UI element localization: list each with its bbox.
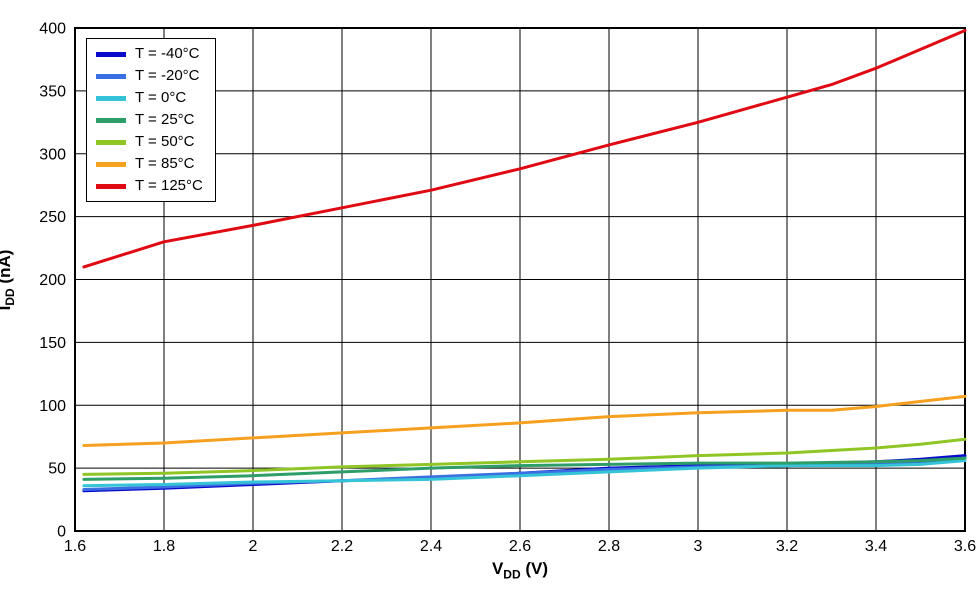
y-axis-label-subscript: DD bbox=[3, 288, 18, 306]
legend-label: T = 85°C bbox=[135, 155, 195, 172]
legend-line-swatch bbox=[96, 51, 126, 57]
legend-item-t-85: T = 85°C bbox=[96, 156, 203, 172]
x-tick-label: 3.4 bbox=[865, 538, 887, 555]
y-tick-label: 200 bbox=[39, 272, 66, 289]
legend-item-t-minus-40: T = -40°C bbox=[96, 46, 203, 62]
series-line-t-50 bbox=[82, 437, 967, 476]
legend-item-t-125: T = 125°C bbox=[96, 178, 203, 194]
series-line-t-125 bbox=[82, 29, 967, 269]
y-tick-label: 50 bbox=[48, 461, 66, 478]
y-tick-label: 150 bbox=[39, 335, 66, 352]
legend-label: T = -20°C bbox=[135, 67, 200, 84]
y-tick-label: 350 bbox=[39, 83, 66, 100]
legend-line-swatch bbox=[96, 73, 126, 79]
legend-label: T = 0°C bbox=[135, 89, 187, 106]
y-tick-label: 0 bbox=[57, 524, 66, 541]
x-tick-label: 1.8 bbox=[153, 538, 175, 555]
y-axis-label-symbol: I bbox=[0, 306, 14, 311]
x-tick-label: 3.6 bbox=[954, 538, 976, 555]
x-tick-label: 2.8 bbox=[598, 538, 620, 555]
legend-item-t-0: T = 0°C bbox=[96, 90, 203, 106]
series-line-t-85 bbox=[82, 394, 967, 447]
legend-label: T = 50°C bbox=[135, 133, 195, 150]
legend-line-swatch bbox=[96, 161, 126, 167]
x-tick-label: 2.4 bbox=[420, 538, 442, 555]
legend-label: T = -40°C bbox=[135, 45, 200, 62]
legend-label: T = 25°C bbox=[135, 111, 195, 128]
x-axis-label: VDD (V) bbox=[492, 559, 548, 581]
x-tick-label: 3.2 bbox=[776, 538, 798, 555]
y-tick-label: 300 bbox=[39, 146, 66, 163]
legend: T = -40°C T = -20°C T = 0°C T = 25°C T = 50°… bbox=[86, 38, 216, 202]
x-axis-label-unit: (V) bbox=[520, 559, 549, 578]
legend-item-t-minus-20: T = -20°C bbox=[96, 68, 203, 84]
x-axis-label-symbol: V bbox=[491, 559, 504, 578]
series-line-t-0 bbox=[82, 459, 967, 488]
x-tick-label: 2.2 bbox=[331, 538, 353, 555]
legend-line-swatch bbox=[96, 183, 126, 189]
x-tick-label: 2.6 bbox=[509, 538, 531, 555]
x-tick-label: 3 bbox=[694, 538, 703, 555]
legend-line-swatch bbox=[96, 117, 126, 123]
y-tick-label: 100 bbox=[39, 398, 66, 415]
y-tick-label: 250 bbox=[39, 209, 66, 226]
x-tick-label: 1.6 bbox=[64, 538, 86, 555]
y-axis-label-unit: (nA) bbox=[0, 249, 14, 284]
y-tick-label: 400 bbox=[39, 21, 66, 38]
y-axis-label: IDD (nA) bbox=[0, 250, 17, 311]
x-axis-label-subscript: DD bbox=[503, 567, 521, 582]
legend-item-t-50: T = 50°C bbox=[96, 134, 203, 150]
legend-label: T = 125°C bbox=[135, 177, 203, 194]
series-line-t-25 bbox=[82, 456, 967, 481]
plot-border bbox=[74, 27, 966, 532]
legend-line-swatch bbox=[96, 139, 126, 145]
x-tick-label: 2 bbox=[249, 538, 258, 555]
legend-line-swatch bbox=[96, 95, 126, 101]
legend-item-t-25: T = 25°C bbox=[96, 112, 203, 128]
